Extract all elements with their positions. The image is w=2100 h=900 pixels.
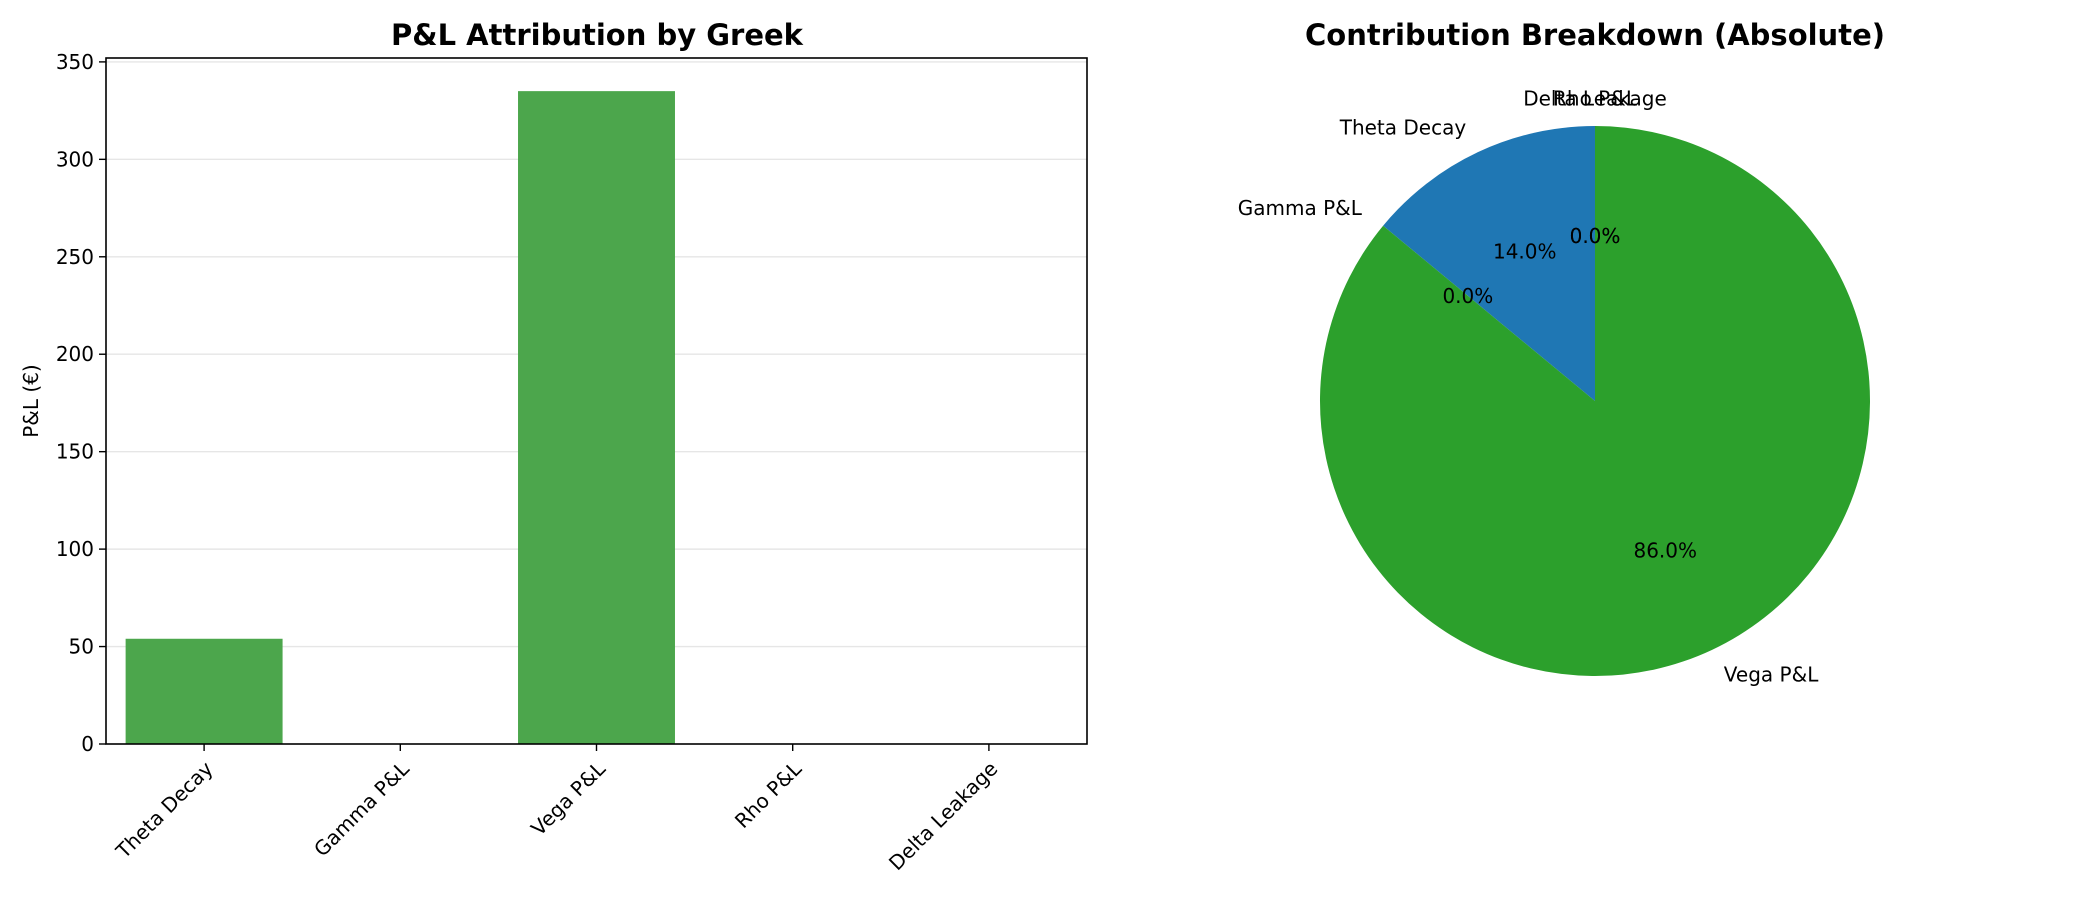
pie-slice-theta-decay <box>1383 126 1595 401</box>
bar-x-axis-ticks: Theta Decay Gamma P&L Vega P&L Rho P&L Delta… <box>111 744 1002 875</box>
x-tick-label: Rho P&L <box>730 756 807 833</box>
pie-label: Vega P&L <box>1724 663 1819 687</box>
y-tick-label: 0 <box>81 732 94 756</box>
bar-marks <box>125 91 675 745</box>
pie-percent-label: 86.0% <box>1633 538 1697 562</box>
y-tick-label: 150 <box>56 440 94 464</box>
y-tick-label: 250 <box>56 245 94 269</box>
pie-chart-title: Contribution Breakdown (Absolute) <box>1305 18 1885 52</box>
y-tick-label: 200 <box>56 342 94 366</box>
bar-y-axis-ticks: 0 50 100 150 200 250 300 350 <box>56 50 106 756</box>
pie-slices <box>1320 126 1870 677</box>
bar-vega-p-l <box>518 91 675 745</box>
y-tick-label: 300 <box>56 147 94 171</box>
pie-label: Rho P&L <box>1553 87 1638 111</box>
bar-y-axis-label: P&L (€) <box>19 364 43 438</box>
y-tick-label: 350 <box>56 50 94 74</box>
pie-slice-vega-p-l <box>1320 126 1870 677</box>
pie-label: Delta Leakage <box>1523 87 1667 111</box>
x-tick-label: Gamma P&L <box>309 756 414 861</box>
pie-percent-label: 0.0% <box>1570 224 1621 248</box>
bar-theta-decay <box>125 638 283 744</box>
pie-percent-label: 0.0% <box>1442 284 1493 308</box>
pie-percent-label: 14.0% <box>1493 240 1557 264</box>
x-tick-label: Theta Decay <box>111 756 218 863</box>
bar-chart-title: P&L Attribution by Greek <box>391 18 804 52</box>
x-tick-label: Vega P&L <box>526 756 610 840</box>
x-tick-label: Delta Leakage <box>884 757 1002 875</box>
y-tick-label: 50 <box>69 635 94 659</box>
y-tick-label: 100 <box>56 537 94 561</box>
pie-percent-label: 0.0% <box>1570 224 1621 248</box>
pie-label: Gamma P&L <box>1238 196 1363 220</box>
pie-chart: Contribution Breakdown (Absolute) Theta … <box>1238 18 1885 687</box>
pie-label: Theta Decay <box>1339 115 1467 139</box>
pie-labels: Theta Decay 14.0% Gamma P&L 0.0% Vega P&L 86.… <box>1238 87 1819 687</box>
bar-chart: P&L Attribution by Greek 0 50 100 150 200 250… <box>19 18 1088 875</box>
